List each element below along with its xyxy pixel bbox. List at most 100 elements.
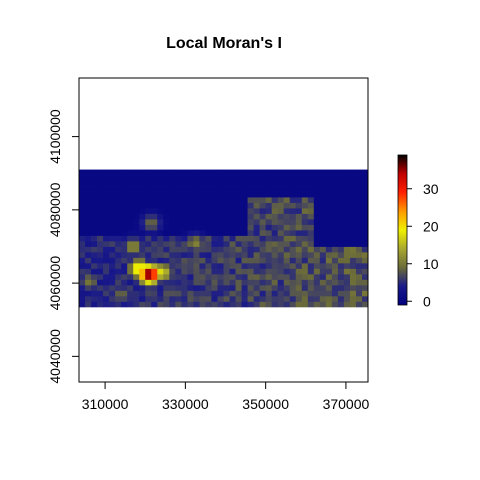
- raster-cell: [211, 268, 218, 275]
- raster-cell: [349, 268, 357, 275]
- raster-cell: [151, 175, 158, 181]
- raster-cell: [85, 191, 92, 198]
- raster-cell: [259, 295, 267, 302]
- raster-cell: [307, 175, 315, 181]
- raster-cell: [85, 290, 92, 297]
- raster-cell: [265, 191, 273, 198]
- raster-cell: [259, 273, 267, 280]
- raster-cell: [163, 246, 170, 253]
- raster-cell: [343, 301, 351, 308]
- raster-cell: [127, 257, 134, 264]
- raster-cell: [97, 186, 104, 192]
- raster-cell: [361, 235, 369, 242]
- raster-cell: [259, 279, 267, 286]
- raster-cell: [199, 197, 206, 203]
- raster-cell: [229, 257, 236, 264]
- raster-cell: [319, 219, 327, 225]
- raster-cell: [127, 262, 134, 269]
- raster-cell: [349, 279, 357, 286]
- raster-cell: [325, 180, 333, 187]
- raster-cell: [223, 186, 230, 192]
- raster-cell: [127, 175, 134, 181]
- raster-cell: [355, 230, 363, 236]
- raster-cell: [277, 175, 285, 181]
- raster-cell: [91, 240, 98, 247]
- raster-cell: [331, 301, 339, 308]
- raster-cell: [247, 279, 254, 286]
- raster-cell: [145, 175, 152, 181]
- raster-cell: [115, 224, 122, 231]
- raster-cell: [271, 235, 279, 242]
- raster-cell: [313, 208, 321, 214]
- raster-cell: [307, 268, 315, 275]
- raster-cell: [253, 175, 261, 181]
- raster-cell: [175, 197, 182, 203]
- raster-cell: [91, 186, 98, 192]
- raster-cell: [175, 279, 182, 286]
- raster-cell: [115, 208, 122, 214]
- raster-cell: [109, 208, 116, 214]
- raster-cell: [163, 262, 170, 269]
- raster-cell: [325, 197, 333, 203]
- raster-cell: [157, 268, 164, 275]
- raster-cell: [313, 202, 321, 209]
- raster-cell: [187, 180, 194, 187]
- raster-cell: [283, 180, 291, 187]
- raster-cell: [91, 180, 98, 187]
- raster-cell: [361, 290, 369, 297]
- raster-cell: [103, 251, 110, 258]
- raster-cell: [277, 301, 285, 308]
- raster-cell: [295, 257, 303, 264]
- raster-cell: [121, 284, 128, 291]
- raster-cell: [109, 235, 116, 242]
- raster-cell: [133, 208, 140, 214]
- raster-cell: [157, 251, 164, 258]
- raster-cell: [223, 257, 230, 264]
- raster-cell: [109, 251, 116, 258]
- x-tick-label: 330000: [162, 396, 209, 412]
- raster-cell: [307, 208, 315, 214]
- raster-cell: [205, 284, 212, 291]
- raster-cell: [205, 208, 212, 214]
- raster-cell: [181, 186, 188, 192]
- raster-cell: [79, 240, 86, 247]
- raster-cell: [337, 251, 345, 258]
- raster-cell: [343, 191, 351, 198]
- raster-cell: [325, 279, 333, 286]
- raster-cell: [361, 246, 369, 253]
- raster-cell: [109, 230, 116, 236]
- raster-cell: [217, 230, 224, 236]
- raster-cell: [163, 273, 170, 280]
- raster-cell: [253, 208, 261, 214]
- raster-cell: [355, 301, 363, 308]
- raster-cell: [85, 295, 92, 302]
- raster-cell: [313, 273, 321, 280]
- raster-cell: [97, 169, 104, 176]
- raster-cell: [253, 186, 261, 192]
- raster-cell: [295, 191, 303, 198]
- raster-cell: [355, 175, 363, 181]
- raster-cell: [205, 191, 212, 198]
- raster-cell: [349, 273, 357, 280]
- raster-cell: [205, 262, 212, 269]
- raster-cell: [295, 202, 303, 209]
- raster-cell: [265, 262, 273, 269]
- raster-cell: [259, 213, 267, 220]
- raster-cell: [175, 290, 182, 297]
- raster-cell: [355, 208, 363, 214]
- raster-cell: [247, 175, 254, 181]
- raster-cell: [103, 268, 110, 275]
- raster-cell: [211, 279, 218, 286]
- raster-cell: [307, 224, 315, 231]
- raster-cell: [301, 175, 309, 181]
- raster-cell: [331, 169, 339, 176]
- raster-cell: [79, 197, 86, 203]
- raster-cell: [325, 224, 333, 231]
- raster-cell: [187, 246, 194, 253]
- raster-cell: [331, 224, 339, 231]
- raster-cell: [85, 197, 92, 203]
- raster-cell: [169, 268, 176, 275]
- raster-cell: [343, 251, 351, 258]
- raster-cell: [361, 219, 369, 225]
- raster-cell: [349, 230, 357, 236]
